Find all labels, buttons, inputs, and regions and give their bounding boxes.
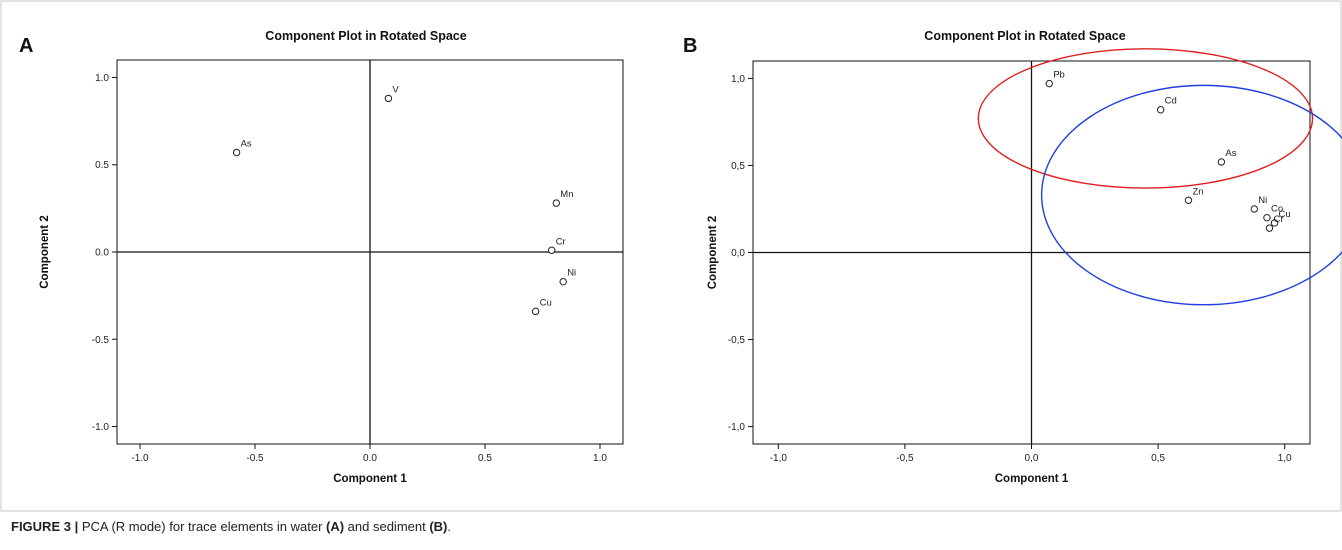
panel-b: B Component Plot in Rotated Space -1,0 -0,5… [683,29,1342,485]
data-point-co [1263,213,1271,222]
data-point-cu [531,307,540,316]
panel-a: A Component Plot in Rotated Space -1.0 -0.5… [19,29,624,485]
cluster-ellipse-1 [977,48,1314,189]
panel-letter: A [19,35,33,57]
point-label-cu: Cu [540,297,552,308]
data-point-zn [1184,196,1193,204]
point-label-as: As [1225,148,1236,159]
x-tick-label: 0,5 [1151,453,1165,464]
y-tick-label: -1.0 [92,422,110,433]
figure-border [0,0,1342,512]
data-point-cr [1265,224,1274,232]
y-tick-label: 0,5 [731,161,745,172]
data-point-cr [548,246,556,254]
chart-title: Component Plot in Rotated Space [265,29,466,43]
point-label-cd: Cd [1165,96,1177,107]
x-axis-label: Component 1 [995,473,1069,485]
caption-text-1: PCA (R mode) for trace elements in water [78,519,327,534]
chart-title: Component Plot in Rotated Space [924,29,1125,43]
data-point-cu [1270,219,1279,227]
y-tick-label: -0.5 [92,335,110,346]
x-tick-label: 1.0 [593,453,607,464]
y-tick-label: 0.5 [95,160,109,171]
point-label-cr: Cr [556,236,566,247]
point-label-ni: Ni [567,268,576,279]
point-label-zn: Zn [1192,186,1203,197]
x-tick-label: -1.0 [131,453,149,464]
y-tick-label: 1,0 [731,74,745,85]
panel-letter: B [683,35,697,57]
y-tick-label: 0,0 [731,248,745,259]
point-label-cu: Cu [1279,209,1291,220]
x-tick-label: 0,0 [1025,453,1039,464]
data-point-as [1217,158,1226,166]
x-tick-label: 1,0 [1278,453,1292,464]
y-tick-label: 0.0 [95,248,109,259]
y-tick-label: -1,0 [728,422,746,433]
data-point-v [384,94,393,103]
caption-text-2: and sediment [344,519,430,534]
caption-text-3: . [447,519,452,534]
caption-tag-a: (A) [326,519,345,534]
y-axis-label: Component 2 [707,216,719,289]
x-tick-label: 0.5 [478,453,492,464]
point-label-cr: Cr [1273,214,1283,225]
data-point-pb [1045,79,1053,88]
y-axis-label: Component 2 [39,215,51,288]
point-label-pb: Pb [1053,70,1065,81]
data-point-mn [552,199,560,207]
y-tick-label: 1.0 [95,73,109,84]
point-label-v: V [392,84,399,95]
caption-tag-b: (B) [429,519,448,534]
x-tick-label: -1,0 [770,453,788,464]
point-label-as: As [241,139,252,150]
data-point-ni [1250,205,1259,213]
x-tick-label: -0,5 [896,453,914,464]
figure-caption: FIGURE 3 | PCA (R mode) for trace elemen… [11,519,451,534]
point-label-ni: Ni [1258,195,1267,206]
caption-label: FIGURE 3 | [11,519,79,534]
cluster-ellipse-2 [1040,84,1342,306]
point-label-mn: Mn [560,189,573,200]
x-tick-label: 0.0 [363,453,377,464]
data-point-as [232,148,241,157]
x-axis-label: Component 1 [333,473,407,485]
x-tick-label: -0.5 [246,453,264,464]
data-point-cd [1156,106,1165,114]
y-tick-label: -0,5 [728,335,746,346]
data-point-ni [559,277,567,286]
point-label-co: Co [1271,204,1283,215]
